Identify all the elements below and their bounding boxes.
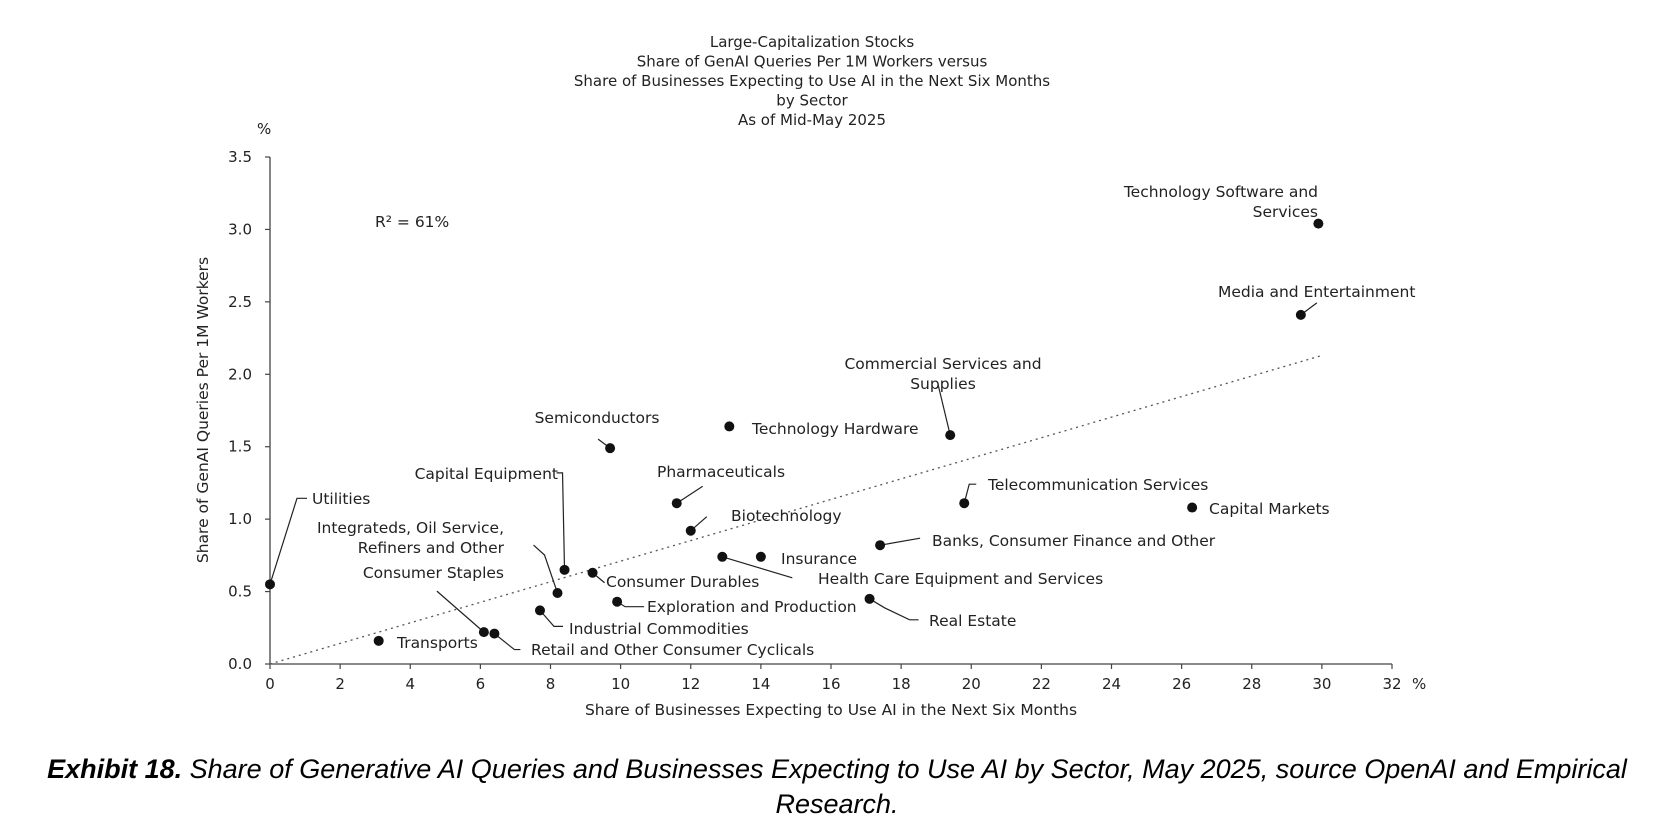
data-point-label: Pharmaceuticals (657, 463, 785, 481)
y-unit-label: % (257, 120, 271, 138)
data-point (1187, 502, 1198, 513)
data-point (1295, 309, 1306, 320)
data-point-label: Integrateds, Oil Service, (317, 519, 504, 537)
data-point-label: Services (1253, 203, 1318, 221)
y-axis-title: Share of GenAI Queries Per 1M Workers (194, 257, 212, 563)
data-point-label: Banks, Consumer Finance and Other (932, 532, 1216, 550)
data-point-label: Health Care Equipment and Services (818, 570, 1103, 588)
y-tick-label: 1.5 (228, 438, 252, 456)
data-point (685, 525, 696, 536)
data-point-label: Insurance (781, 550, 857, 568)
data-point-label: Exploration and Production (647, 598, 857, 616)
y-tick-label: 1.0 (228, 510, 252, 528)
data-point (534, 605, 545, 616)
y-tick-label: 0.0 (228, 655, 252, 673)
x-tick-label: 24 (1102, 675, 1121, 693)
data-point-label: Capital Markets (1209, 500, 1330, 518)
data-point (717, 551, 728, 562)
x-tick-label: 16 (821, 675, 840, 693)
x-tick-label: 0 (265, 675, 275, 693)
data-point (959, 498, 970, 509)
data-point-label: Industrial Commodities (569, 620, 749, 638)
y-tick-label: 2.0 (228, 365, 252, 383)
caption-exhibit-label: Exhibit 18. (47, 754, 183, 784)
data-point (612, 596, 623, 607)
data-point-label: Consumer Staples (363, 564, 504, 582)
x-tick-label: 32 (1382, 675, 1401, 693)
data-point (755, 551, 766, 562)
data-point (945, 430, 956, 441)
leader-line (533, 544, 559, 594)
x-tick-label: 20 (962, 675, 981, 693)
data-point-label: Capital Equipment (415, 465, 558, 483)
figure-caption: Exhibit 18. Share of Generative AI Queri… (0, 752, 1674, 822)
data-point (373, 635, 384, 646)
x-tick-label: 14 (751, 675, 770, 693)
data-point (1313, 218, 1324, 229)
x-axis-title: Share of Businesses Expecting to Use AI … (585, 701, 1077, 719)
data-point (478, 627, 489, 638)
data-point-label: Consumer Durables (606, 573, 759, 591)
leader-line (494, 633, 521, 651)
x-tick-label: 2 (335, 675, 345, 693)
data-point-label: Technology Hardware (751, 420, 919, 438)
chart-title-line: by Sector (776, 92, 848, 110)
chart-title-line: Share of GenAI Queries Per 1M Workers ve… (637, 53, 988, 71)
data-point-label: Supplies (910, 375, 976, 393)
data-point (559, 564, 570, 575)
y-tick-label: 2.5 (228, 293, 252, 311)
data-point-label: Telecommunication Services (987, 476, 1208, 494)
x-tick-label: 28 (1242, 675, 1261, 693)
x-tick-label: 10 (611, 675, 630, 693)
leader-line (556, 472, 566, 570)
data-point (724, 421, 735, 432)
data-point (671, 498, 682, 509)
x-tick-label: 6 (476, 675, 486, 693)
trend-line (269, 354, 1323, 665)
data-point (489, 628, 500, 639)
leader-line (937, 384, 951, 436)
leader-line (963, 483, 977, 504)
data-point (875, 540, 886, 551)
leader-line (676, 485, 704, 504)
data-point-label: Real Estate (929, 612, 1016, 630)
chart-title-line: Share of Businesses Expecting to Use AI … (574, 72, 1050, 90)
data-point-label: Retail and Other Consumer Cyclicals (531, 641, 814, 659)
caption-text: Share of Generative AI Queries and Busin… (182, 754, 1627, 819)
leader-line (869, 598, 919, 621)
y-tick-label: 3.0 (228, 220, 252, 238)
x-tick-label: 22 (1032, 675, 1051, 693)
data-point-label: Technology Software and (1123, 183, 1318, 201)
leader-line (436, 590, 485, 633)
x-unit-label: % (1412, 675, 1426, 693)
data-point-label: Utilities (312, 490, 370, 508)
data-point-label: Commercial Services and (844, 355, 1041, 373)
leader-line (269, 497, 307, 585)
x-tick-label: 8 (546, 675, 556, 693)
leader-line (539, 610, 563, 628)
x-tick-label: 4 (405, 675, 415, 693)
data-point (265, 579, 275, 590)
data-point-label: Media and Entertainment (1218, 283, 1415, 301)
data-point (864, 593, 875, 604)
chart-title-line: Large-Capitalization Stocks (710, 33, 914, 51)
x-tick-label: 12 (681, 675, 700, 693)
data-point-label: Refiners and Other (358, 539, 505, 557)
data-point-label: Transports (396, 634, 478, 652)
data-point (605, 443, 616, 454)
leader-line (879, 537, 921, 546)
x-tick-label: 26 (1172, 675, 1191, 693)
chart-title-line: As of Mid-May 2025 (738, 111, 886, 129)
x-tick-label: 30 (1312, 675, 1331, 693)
data-point (552, 588, 563, 599)
y-tick-label: 0.5 (228, 583, 252, 601)
data-point-label: Semiconductors (535, 409, 660, 427)
r-squared-annotation: R² = 61% (375, 213, 449, 231)
data-point-label: Biotechnology (731, 507, 842, 525)
x-tick-label: 18 (892, 675, 911, 693)
leader-line (722, 556, 793, 579)
data-point (587, 567, 598, 578)
y-tick-label: 3.5 (228, 148, 252, 166)
